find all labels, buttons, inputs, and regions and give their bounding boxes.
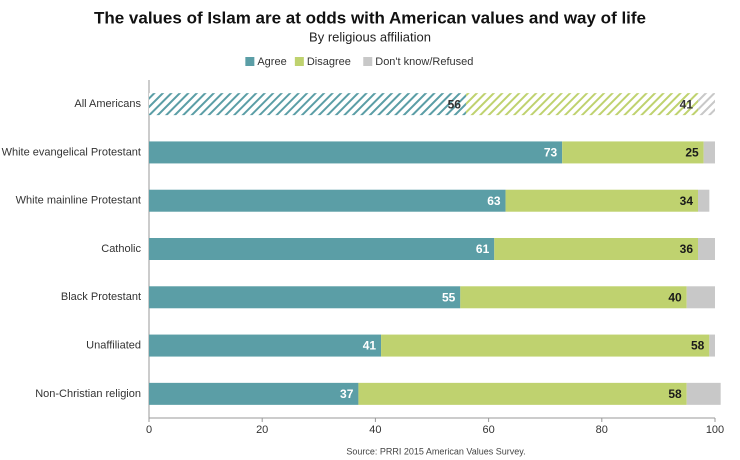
data-label: 58 xyxy=(668,387,682,401)
y-tick-label: Non-Christian religion xyxy=(35,388,141,400)
bar-segment xyxy=(703,141,715,164)
data-label: 61 xyxy=(476,242,490,256)
bar-segment xyxy=(149,238,495,260)
legend-label: Don't know/Refused xyxy=(375,56,473,68)
bar-segment xyxy=(381,334,710,357)
bar-segment xyxy=(149,334,382,357)
bar-segment xyxy=(505,189,699,212)
bar-segment xyxy=(149,382,359,405)
bar-segment xyxy=(149,141,563,164)
data-label: 63 xyxy=(487,194,501,208)
data-label: 36 xyxy=(680,242,694,256)
data-label: 41 xyxy=(680,97,694,111)
bar-segment xyxy=(460,286,687,309)
legend-swatch xyxy=(245,57,255,66)
x-tick-label: 60 xyxy=(482,424,494,436)
chart-title: The values of Islam are at odds with Ame… xyxy=(94,8,646,27)
data-label: 73 xyxy=(544,146,558,160)
bar-segment xyxy=(562,141,704,164)
bar-segment xyxy=(149,286,461,309)
y-tick-label: Catholic xyxy=(101,243,141,255)
legend-swatch xyxy=(363,57,373,66)
bar-segment xyxy=(686,286,715,309)
chart-subtitle: By religious affiliation xyxy=(309,29,431,44)
source-note: Source: PRRI 2015 American Values Survey… xyxy=(346,446,525,456)
data-label: 58 xyxy=(691,339,705,353)
data-label: 41 xyxy=(363,339,377,353)
y-tick-label: Unaffiliated xyxy=(86,339,141,351)
bar-segment xyxy=(465,93,699,116)
bar-segment xyxy=(698,238,715,260)
x-tick-label: 80 xyxy=(596,424,608,436)
y-tick-label: Black Protestant xyxy=(61,291,141,303)
x-tick-label: 100 xyxy=(706,424,724,436)
bar-segment xyxy=(494,238,699,260)
data-label: 56 xyxy=(448,97,462,111)
bar-segment xyxy=(149,93,466,116)
y-tick-label: White evangelical Protestant xyxy=(2,146,141,158)
data-label: 34 xyxy=(680,194,694,208)
data-label: 37 xyxy=(340,387,354,401)
data-label: 25 xyxy=(685,146,699,160)
bar-segment xyxy=(709,334,715,357)
bar-segment xyxy=(698,189,710,212)
x-tick-label: 20 xyxy=(256,424,268,436)
legend-label: Agree xyxy=(257,56,286,68)
data-label: 55 xyxy=(442,290,456,304)
y-tick-label: All Americans xyxy=(74,98,141,110)
x-tick-label: 0 xyxy=(146,424,152,436)
bar-segment xyxy=(686,382,721,405)
x-tick-label: 40 xyxy=(369,424,381,436)
bar-segment xyxy=(149,189,506,212)
bar-segment xyxy=(358,382,687,405)
data-label: 40 xyxy=(668,290,682,304)
legend-swatch xyxy=(294,57,304,66)
y-tick-label: White mainline Protestant xyxy=(16,195,141,207)
legend-label: Disagree xyxy=(307,56,351,68)
bar-segment xyxy=(698,93,715,116)
